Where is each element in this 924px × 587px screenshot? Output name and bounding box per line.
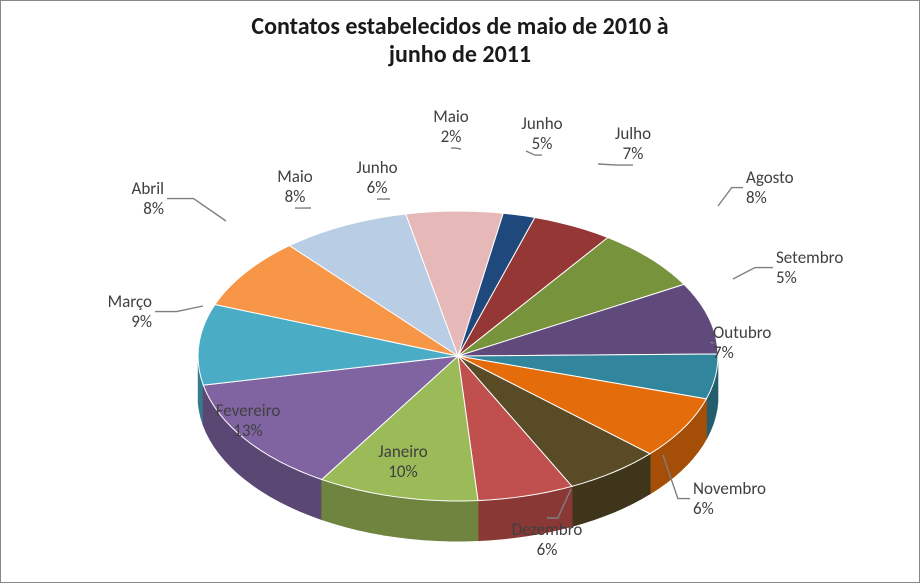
callout-value: 6% [537, 539, 558, 560]
callout-value: 6% [693, 498, 714, 519]
callout-value: 9% [131, 311, 152, 332]
callout-dezembro-7: Dezembro6% [487, 520, 607, 559]
callout-value: 5% [532, 133, 553, 154]
callout-julho-2: Julho7% [573, 124, 693, 163]
callout-setembro-4: Setembro5% [776, 248, 843, 287]
callout-value: 8% [285, 186, 306, 207]
callout-value: 5% [776, 267, 797, 288]
callout-label: Junho [356, 157, 397, 178]
leader-line [733, 268, 773, 279]
callout-agosto-3: Agosto8% [746, 168, 794, 207]
callout-label: Fevereiro [216, 400, 281, 421]
callout-label: Julho [615, 123, 651, 144]
callout-value: 13% [233, 420, 262, 441]
callout-novembro-6: Novembro6% [693, 479, 766, 518]
callout-label: Maio [277, 166, 313, 187]
callout-value: 7% [713, 342, 734, 363]
callout-label: Junho [521, 113, 562, 134]
callout-value: 6% [367, 177, 388, 198]
leader-line [718, 188, 743, 206]
callout-abril-11: Abril8% [44, 179, 164, 218]
callout-value: 7% [623, 143, 644, 164]
callout-março-10: Março9% [32, 292, 152, 331]
leader-line [167, 199, 226, 221]
callout-label: Dezembro [512, 519, 583, 540]
callout-value: 10% [388, 461, 417, 482]
callout-label: Setembro [776, 247, 843, 268]
callout-label: Abril [132, 178, 165, 199]
callout-value: 8% [746, 187, 767, 208]
callout-janeiro-8: Janeiro10% [343, 442, 463, 481]
callout-outubro-5: Outubro7% [713, 323, 771, 362]
chart-container: Contatos estabelecidos de maio de 2010 à… [0, 0, 920, 583]
callout-label: Novembro [693, 478, 766, 499]
leader-line [451, 148, 461, 149]
callout-label: Outubro [713, 322, 771, 343]
callout-value: 2% [441, 126, 462, 147]
callout-label: Janeiro [378, 441, 427, 462]
callout-label: Março [108, 291, 152, 312]
callout-junho-13: Junho6% [317, 158, 437, 197]
callout-fevereiro-9: Fevereiro13% [188, 401, 308, 440]
leader-line [598, 164, 633, 165]
callout-label: Maio [433, 106, 469, 127]
callout-value: 8% [143, 198, 164, 219]
callout-label: Agosto [746, 167, 794, 188]
leader-line [155, 306, 203, 312]
